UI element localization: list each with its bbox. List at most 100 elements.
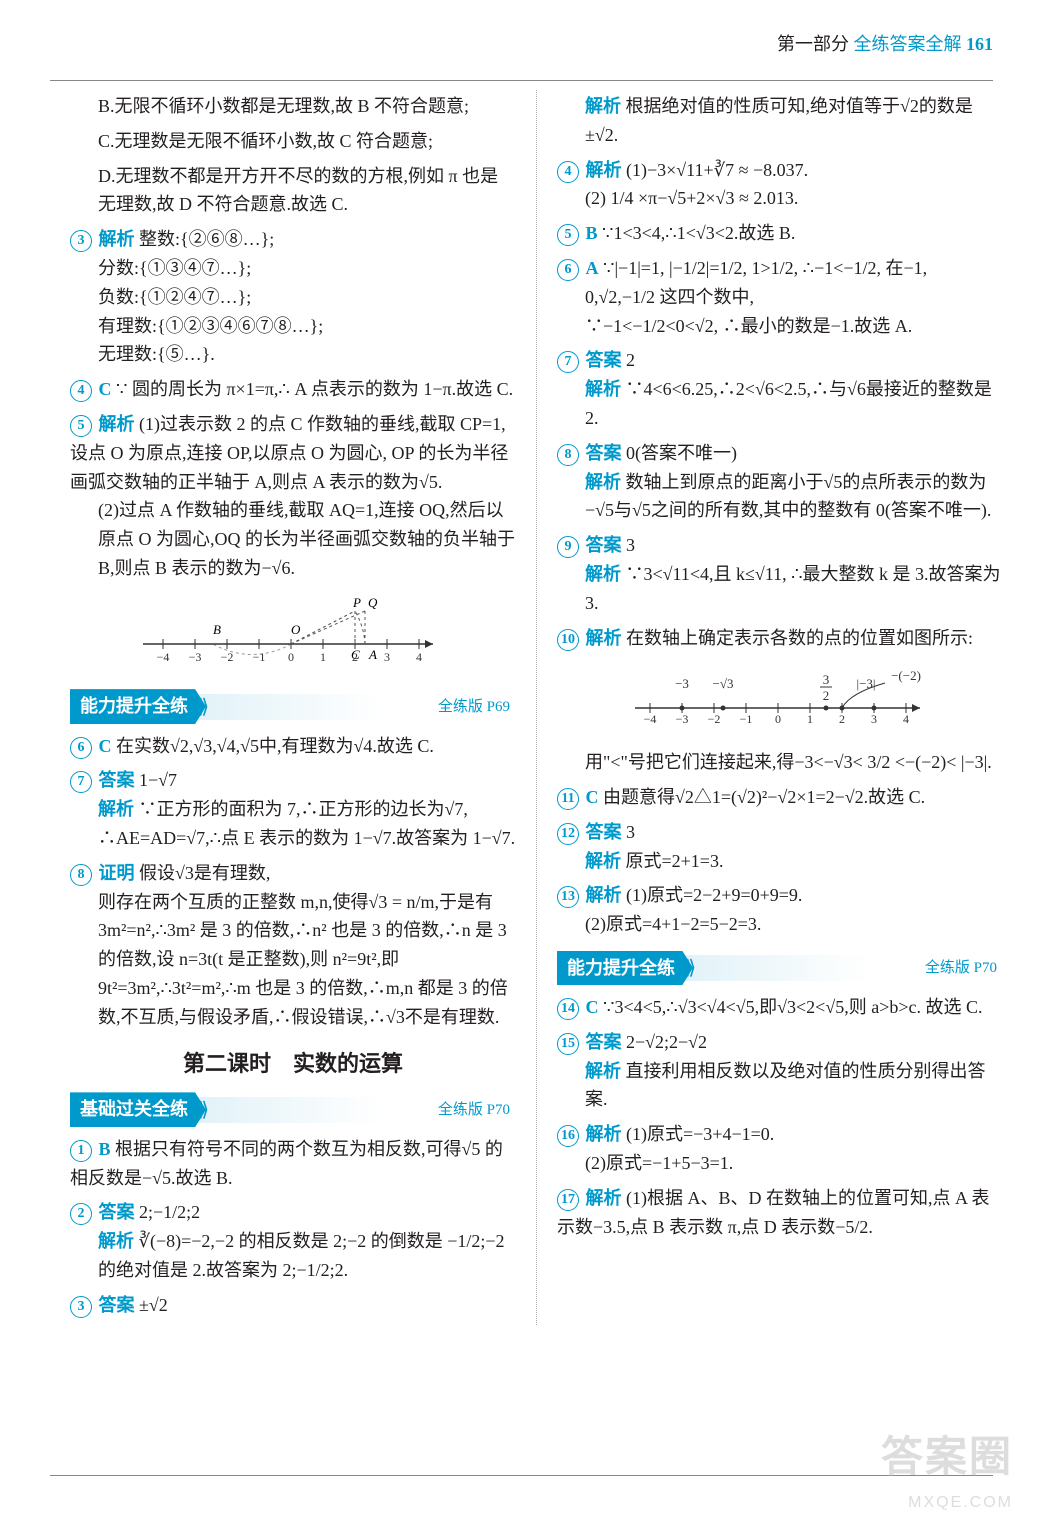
q8-p3: 3m²=n²,∴3m² 是 3 的倍数,∴n² 也是 3 的倍数,∴n 是 3 … xyxy=(70,916,516,1031)
r7-ans: 2 xyxy=(626,350,635,370)
r9-ans: 3 xyxy=(626,535,635,555)
q3-d: 有理数:{①②③④⑥⑦⑧…}; xyxy=(70,312,516,341)
r4: 4 解析 (1)−3×√11+∛7 ≈ −8.037. (2) 1/4 ×π−√… xyxy=(557,156,1003,214)
r15-extext: 直接利用相反数以及绝对值的性质分别得出答案. xyxy=(585,1061,986,1110)
r10-p2: 用"<"号把它们连接起来,得−3<−√3< 3/2 <−(−2)< |−3|. xyxy=(557,748,1003,777)
badge-r13: 13 xyxy=(557,886,579,908)
q3-e: 无理数:{⑤…}. xyxy=(70,340,516,369)
r17-p1: (1)根据 A、B、D 在数轴上的位置可知,点 A 表示数−3.5,点 B 表示… xyxy=(557,1188,990,1237)
q8-label: 证明 xyxy=(99,863,135,883)
r6-p1: ∵|−1|=1, |−1/2|=1/2, 1>1/2, ∴−1<−1/2, 在−… xyxy=(603,258,927,278)
rtop-label: 解析 xyxy=(585,96,621,116)
opt-d: D.无理数不都是开方开不尽的数的方根,例如 π 也是无理数,故 D 不符合题意.… xyxy=(70,162,516,220)
badge-r17: 17 xyxy=(557,1189,579,1211)
q1b-text: 根据只有符号不同的两个数互为相反数,可得√5 的相反数是−√5.故选 B. xyxy=(70,1139,503,1188)
q3-c: 负数:{①②④⑦…}; xyxy=(70,283,516,312)
svg-text:2: 2 xyxy=(839,712,845,726)
r16: 16 解析 (1)原式=−3+4−1=0. (2)原式=−1+5−3=1. xyxy=(557,1120,1003,1178)
q2-extext: ∛(−8)=−2,−2 的相反数是 2;−2 的倒数是 −1/2;−2 的绝对值… xyxy=(98,1231,505,1280)
badge-r16: 16 xyxy=(557,1125,579,1147)
r5-text: ∵1<3<4,∴1<√3<2.故选 B. xyxy=(602,223,795,243)
q3b-ans: ±√2 xyxy=(139,1295,168,1315)
r12: 12 答案 3 解析 原式=2+1=3. xyxy=(557,818,1003,876)
svg-text:|−3|: |−3| xyxy=(856,676,875,691)
svg-text:4: 4 xyxy=(416,650,422,664)
badge-r5: 5 xyxy=(557,224,579,246)
r7: 7 答案 2 解析 ∵4<6<6.25,∴2<√6<2.5,∴与√6最接近的整数… xyxy=(557,346,1003,432)
q5-label: 解析 xyxy=(99,414,135,434)
header-sub: 全练答案全解 xyxy=(854,34,962,54)
svg-text:−3: −3 xyxy=(676,712,689,726)
r17: 17 解析 (1)根据 A、B、D 在数轴上的位置可知,点 A 表示数−3.5,… xyxy=(557,1184,1003,1242)
right-column: 解析 根据绝对值的性质可知,绝对值等于√2的数是±√2. 4 解析 (1)−3×… xyxy=(557,90,1003,1325)
svg-text:0: 0 xyxy=(288,650,294,664)
chevron-icon: ⟫ xyxy=(685,952,696,984)
r15-ans: 2−√2;2−√2 xyxy=(626,1032,707,1052)
badge-r12: 12 xyxy=(557,823,579,845)
svg-text:1: 1 xyxy=(320,650,326,664)
badge-r10: 10 xyxy=(557,629,579,651)
badge-r8: 8 xyxy=(557,444,579,466)
badge-2: 2 xyxy=(70,1203,92,1225)
badge-r15: 15 xyxy=(557,1033,579,1055)
q2-ans: 2;−1/2;2 xyxy=(139,1202,200,1222)
r12-label: 答案 xyxy=(586,822,622,842)
q6-letter: C xyxy=(99,736,112,756)
q4-letter: C xyxy=(99,379,112,399)
q7: 7 答案 1−√7 解析 ∵正方形的面积为 7,∴正方形的边长为√7, ∴AE=… xyxy=(70,766,516,852)
q3: 3 解析 整数:{②⑥⑧…}; 分数:{①③④⑦…}; 负数:{①②④⑦…}; … xyxy=(70,225,516,369)
r-top: 解析 根据绝对值的性质可知,绝对值等于√2的数是±√2. xyxy=(557,92,1003,150)
r6-p3: ∵−1<−1/2<0<√2, ∴最小的数是−1.故选 A. xyxy=(557,312,1003,341)
banner-ref: 全练版 P70 xyxy=(925,956,1003,980)
r8-ans: 0(答案不唯一) xyxy=(626,443,737,463)
badge-8: 8 xyxy=(70,864,92,886)
number-line-1: −4 −3 −2 −1 0 1 2 3 4 B O C A P Q xyxy=(70,589,516,678)
q4-text: ∵ 圆的周长为 π×1=π,∴ A 点表示的数为 1−π.故选 C. xyxy=(116,379,513,399)
banner-title: 基础过关全练 xyxy=(70,1092,206,1127)
badge-4: 4 xyxy=(70,380,92,402)
svg-text:2: 2 xyxy=(823,688,830,703)
running-header: 第一部分 全练答案全解 161 xyxy=(777,30,993,59)
svg-text:3: 3 xyxy=(384,650,390,664)
badge-r6: 6 xyxy=(557,259,579,281)
badge-3b: 3 xyxy=(70,1296,92,1318)
opt-c: C.无理数是无限不循环小数,故 C 符合题意; xyxy=(70,127,516,156)
svg-text:−√3: −√3 xyxy=(713,676,734,691)
q8-p1: 假设√3是有理数, xyxy=(139,863,270,883)
r8-label: 答案 xyxy=(586,443,622,463)
r10: 10 解析 在数轴上确定表示各数的点的位置如图所示: xyxy=(557,624,1003,653)
left-column: B.无限不循环小数都是无理数,故 B 不符合题意; C.无理数是无限不循环小数,… xyxy=(70,90,516,1325)
q3-b: 分数:{①③④⑦…}; xyxy=(70,254,516,283)
banner-basic: 基础过关全练 ⟫ 全练版 P70 xyxy=(70,1093,516,1127)
r8-extext: 数轴上到原点的距离小于√5的点所表示的数为−√5与√5之间的所有数,其中的整数有… xyxy=(585,472,991,521)
r14-letter: C xyxy=(586,997,599,1017)
banner-ability-2: 能力提升全练 ⟫ 全练版 P70 xyxy=(557,951,1003,985)
q5-p2: (2)过点 A 作数轴的垂线,截取 AQ=1,连接 OQ,然后以原点 O 为圆心… xyxy=(70,496,516,582)
svg-text:P: P xyxy=(352,595,361,610)
r11-letter: C xyxy=(586,787,599,807)
watermark-big: 答案圈 xyxy=(881,1423,1013,1490)
r13-b: (2)原式=4+1−2=5−2=3. xyxy=(557,910,1003,939)
q7-extext: ∵正方形的面积为 7,∴正方形的边长为√7, ∴AE=AD=√7,∴点 E 表示… xyxy=(98,799,515,848)
q8-p2: 则存在两个互质的正整数 m,n,使得√3 = n/m,于是有 xyxy=(70,888,516,917)
r9: 9 答案 3 解析 ∵3<√11<4,且 k≤√11, ∴最大整数 k 是 3.… xyxy=(557,531,1003,617)
r12-ans: 3 xyxy=(626,822,635,842)
r7-extext: ∵4<6<6.25,∴2<√6<2.5,∴与√6最接近的整数是 2. xyxy=(585,379,992,428)
q3-label: 解析 xyxy=(99,229,135,249)
r7-label: 答案 xyxy=(586,350,622,370)
svg-text:4: 4 xyxy=(903,712,909,726)
r12-extext: 原式=2+1=3. xyxy=(626,851,724,871)
opt-b: B.无限不循环小数都是无理数,故 B 不符合题意; xyxy=(70,92,516,121)
r15: 15 答案 2−√2;2−√2 解析 直接利用相反数以及绝对值的性质分别得出答案… xyxy=(557,1028,1003,1114)
r8-ex: 解析 数轴上到原点的距离小于√5的点所表示的数为−√5与√5之间的所有数,其中的… xyxy=(557,468,1003,526)
svg-text:C: C xyxy=(351,647,360,662)
chevron-icon: ⟫ xyxy=(198,691,209,723)
q7-ex: 解析 ∵正方形的面积为 7,∴正方形的边长为√7, ∴AE=AD=√7,∴点 E… xyxy=(70,795,516,853)
svg-text:−3: −3 xyxy=(675,676,689,691)
badge-r7: 7 xyxy=(557,351,579,373)
column-divider xyxy=(536,90,537,1325)
r7-ex: 解析 ∵4<6<6.25,∴2<√6<2.5,∴与√6最接近的整数是 2. xyxy=(557,375,1003,433)
q3b-label: 答案 xyxy=(99,1295,135,1315)
q7-ans: 1−√7 xyxy=(139,770,177,790)
q6: 6 C 在实数√2,√3,√4,√5中,有理数为√4.故选 C. xyxy=(70,732,516,761)
